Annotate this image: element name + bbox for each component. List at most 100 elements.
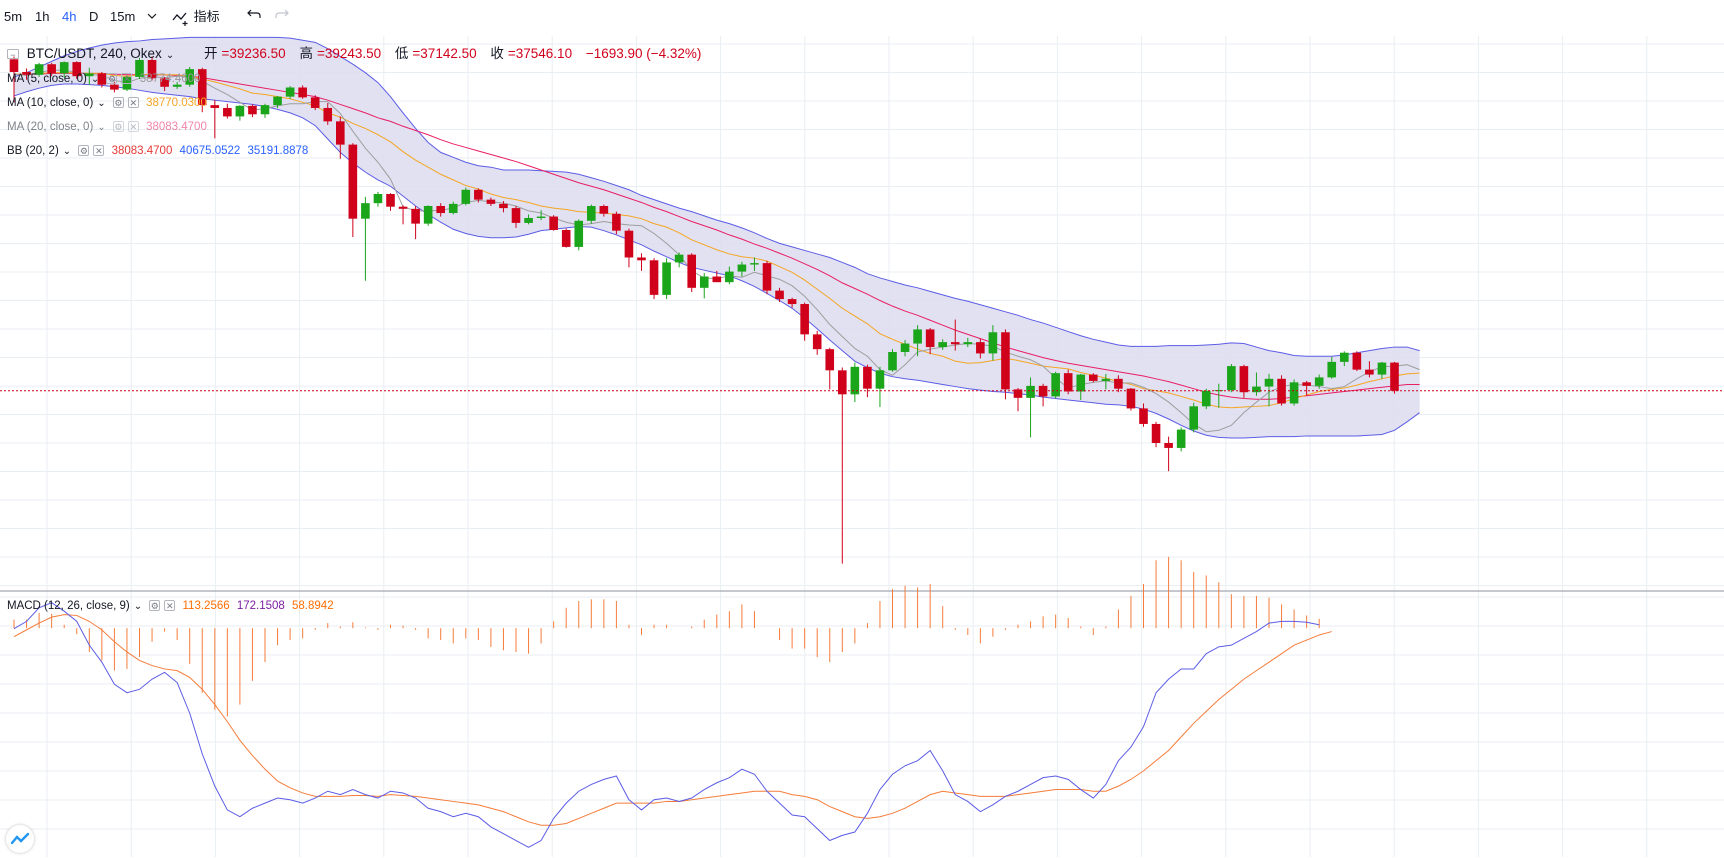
- candle-body: [812, 334, 822, 350]
- candle-body: [386, 194, 395, 207]
- bollinger-upper-line: [13, 36, 1420, 357]
- candle-body: [775, 290, 784, 300]
- candle-body: [750, 263, 759, 265]
- candle-body: [72, 62, 82, 77]
- candle-body: [1252, 386, 1261, 393]
- candle-body: [461, 189, 471, 204]
- candle-body: [499, 203, 508, 209]
- study-legend-macd[interactable]: MACD (12, 26, close, 9) ⌄ ⚙ ✕ 113.2566 172…: [7, 598, 338, 614]
- candle-body: [737, 264, 747, 272]
- interval-4h-button[interactable]: 4h: [62, 9, 77, 24]
- study-legend-ma5[interactable]: MA (5, close, 0) ⌄ ⚙ ✕ 38774.4600: [7, 71, 204, 87]
- chevron-down-icon[interactable]: ⌄: [97, 98, 106, 109]
- candle-body: [925, 329, 935, 348]
- candle-body: [235, 105, 245, 117]
- candle-body: [825, 349, 835, 371]
- candle-body: [1377, 362, 1387, 375]
- study-legend-bb[interactable]: BB (20, 2) ⌄ ⚙ ✕ 38083.4700 40675.0522 351…: [7, 143, 312, 159]
- undo-button[interactable]: [246, 6, 262, 28]
- low-value: 37142.50: [420, 46, 477, 61]
- settings-icon[interactable]: ⚙: [78, 145, 90, 157]
- interval-1h-button[interactable]: 1h: [35, 9, 50, 24]
- symbol-label[interactable]: BTC/USDT, 240, Okex: [26, 46, 162, 61]
- candle-body: [9, 59, 19, 72]
- collapse-legend-icon[interactable]: −: [7, 49, 19, 60]
- interval-dropdown-chevron-icon[interactable]: [147, 6, 157, 28]
- candle-body: [875, 370, 885, 389]
- candle-body: [762, 263, 772, 291]
- bollinger-band-fill: [14, 37, 1420, 439]
- settings-icon[interactable]: ⚙: [112, 121, 124, 133]
- interval-5m-button[interactable]: 5m: [4, 9, 23, 24]
- candle-body: [1013, 389, 1023, 398]
- candle-body: [587, 205, 596, 221]
- candle-body: [1114, 378, 1123, 389]
- settings-icon[interactable]: ⚙: [112, 97, 124, 109]
- study-name[interactable]: MACD (12, 26, close, 9): [7, 600, 130, 612]
- candle-body: [1340, 352, 1349, 362]
- candle-body: [1051, 373, 1060, 397]
- candle-body: [448, 203, 458, 214]
- close-icon[interactable]: ✕: [164, 600, 176, 612]
- settings-icon[interactable]: ⚙: [149, 600, 161, 612]
- candle-body: [1101, 378, 1111, 381]
- candle-body: [22, 71, 31, 75]
- close-icon[interactable]: ✕: [121, 73, 133, 85]
- candle-body: [147, 59, 157, 79]
- study-legend-ma10[interactable]: MA (10, close, 0) ⌄ ⚙ ✕ 38770.0300: [7, 95, 211, 111]
- chevron-down-icon[interactable]: ⌄: [133, 601, 143, 612]
- close-icon[interactable]: ✕: [127, 97, 139, 109]
- candle-body: [474, 189, 483, 200]
- price-chart[interactable]: [0, 36, 1724, 857]
- redo-icon: [275, 9, 289, 18]
- interval-15m-button[interactable]: 15m: [110, 9, 136, 24]
- study-value: 38083.4700: [146, 121, 207, 133]
- candle-body: [561, 229, 571, 247]
- study-value: 38774.4600: [139, 73, 201, 85]
- bb-basis-value: 38083.4700: [111, 145, 173, 157]
- candle-body: [963, 342, 973, 345]
- candle-body: [1352, 352, 1362, 370]
- bb-upper-value: 40675.0522: [179, 145, 241, 157]
- study-value: 38770.0300: [146, 97, 207, 109]
- candle-body: [1176, 429, 1186, 448]
- candle-body: [172, 84, 182, 87]
- candle-body: [1001, 332, 1010, 390]
- candle-body: [1026, 385, 1035, 398]
- candle-body: [1264, 378, 1274, 387]
- candle-body: [838, 370, 847, 395]
- study-name[interactable]: MA (5, close, 0): [7, 73, 87, 85]
- candle-body: [913, 329, 922, 344]
- candle-body: [976, 342, 985, 354]
- ma20-line: [14, 72, 1420, 400]
- chevron-down-icon[interactable]: ⌄: [165, 50, 175, 61]
- candle-body: [486, 199, 496, 204]
- chevron-down-icon[interactable]: ⌄: [97, 122, 106, 133]
- chevron-down-icon[interactable]: ⌄: [90, 74, 100, 85]
- candle-body: [888, 352, 897, 371]
- redo-button[interactable]: [274, 6, 290, 28]
- candle-body: [85, 73, 94, 77]
- macd-line: [13, 602, 1320, 848]
- candle-body: [1227, 366, 1236, 391]
- close-icon[interactable]: ✕: [127, 121, 139, 133]
- candle-body: [863, 366, 872, 389]
- study-name[interactable]: BB (20, 2): [7, 145, 59, 157]
- candle-body: [699, 276, 709, 288]
- candle-body: [637, 257, 646, 261]
- candle-body: [687, 254, 696, 288]
- candle-body: [310, 97, 320, 108]
- candle-body: [1076, 374, 1086, 392]
- study-name[interactable]: MA (10, close, 0): [7, 97, 94, 109]
- candle-body: [674, 254, 684, 263]
- settings-icon[interactable]: ⚙: [106, 73, 118, 85]
- indicators-icon: [172, 12, 188, 26]
- indicators-button[interactable]: 指标: [172, 6, 220, 28]
- study-name[interactable]: MA (20, close, 0): [7, 121, 94, 133]
- study-legend-ma20[interactable]: MA (20, close, 0) ⌄ ⚙ ✕ 38083.4700: [7, 119, 211, 135]
- interval-d-button[interactable]: D: [89, 9, 99, 24]
- close-icon[interactable]: ✕: [93, 145, 105, 157]
- tradingview-logo[interactable]: [6, 825, 34, 853]
- candle-body: [135, 59, 144, 77]
- chevron-down-icon[interactable]: ⌄: [62, 146, 72, 157]
